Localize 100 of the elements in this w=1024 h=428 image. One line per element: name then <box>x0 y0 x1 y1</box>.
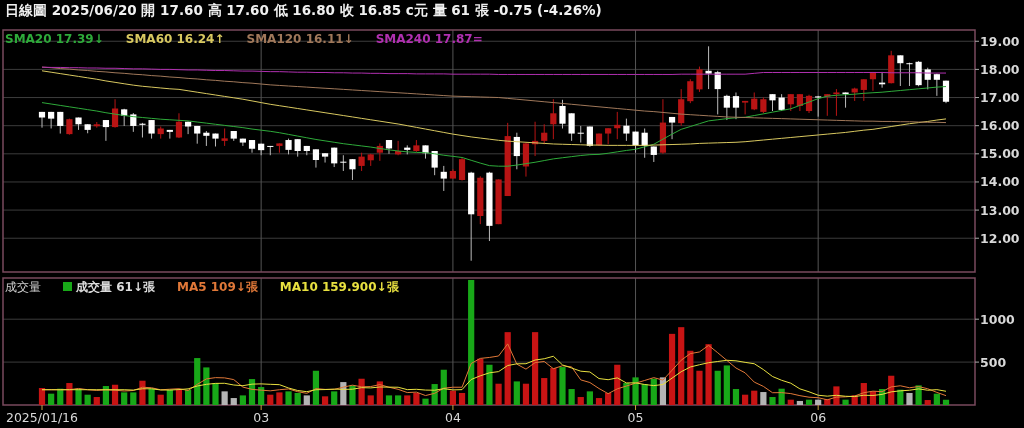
bar <box>550 368 557 405</box>
bar <box>732 389 740 405</box>
candlestick <box>102 119 110 142</box>
candlestick <box>175 112 183 139</box>
candlestick <box>185 120 192 135</box>
bar <box>650 378 657 405</box>
bar <box>175 389 183 405</box>
bar <box>623 383 630 405</box>
bar <box>212 383 219 405</box>
candlestick <box>559 99 566 129</box>
bar <box>404 395 411 405</box>
bar <box>185 389 192 405</box>
candlestick <box>48 111 55 129</box>
bar <box>577 397 584 405</box>
bar <box>285 391 292 405</box>
y-tick-label: 16.00 <box>980 118 1020 134</box>
line-series <box>41 86 947 167</box>
bar <box>842 399 849 405</box>
chart-title: 成交量 <box>5 280 41 294</box>
bar <box>696 370 703 405</box>
bar <box>93 397 100 405</box>
bar <box>924 400 931 405</box>
candlestick <box>148 119 155 140</box>
bar <box>522 383 530 405</box>
candlestick <box>906 62 913 87</box>
candlestick <box>522 142 530 178</box>
candlestick <box>723 94 730 121</box>
bar <box>303 395 310 405</box>
bar <box>367 395 374 405</box>
bar <box>531 332 539 405</box>
candlestick <box>742 100 749 115</box>
bar <box>84 394 91 405</box>
x-tick-label: 03 <box>253 410 270 425</box>
bar <box>221 391 228 405</box>
bar <box>458 392 466 405</box>
candlestick <box>358 152 365 172</box>
candlestick <box>458 156 466 182</box>
candlestick <box>349 158 356 181</box>
candlestick <box>440 165 447 192</box>
candlestick <box>568 112 575 142</box>
bar <box>321 396 329 405</box>
y-tick-label: 17.00 <box>980 90 1020 106</box>
y-tick-label: 18.00 <box>980 61 1020 77</box>
bar <box>541 378 548 405</box>
candlestick <box>732 91 740 120</box>
chart-title: 日線圖 2025/06/20 開 17.60 高 17.60 低 16.80 收 16.85 c元 量 61 張 -0.75 (-4.26%) <box>5 2 602 18</box>
candlestick <box>541 123 548 145</box>
bar <box>486 364 493 405</box>
bar <box>751 390 758 405</box>
bar <box>559 367 566 405</box>
bar <box>230 398 237 405</box>
bar <box>906 392 913 405</box>
bar <box>203 367 210 405</box>
bar <box>723 365 730 405</box>
y-tick-label: 13.00 <box>980 202 1020 218</box>
bar <box>312 370 320 405</box>
bar <box>468 279 475 405</box>
bar <box>687 350 694 405</box>
text: SMA60 16.24↑ <box>125 32 225 46</box>
bar <box>668 333 676 405</box>
candlestick <box>340 154 347 172</box>
x-tick-label: 06 <box>810 410 827 425</box>
candlestick <box>915 60 922 87</box>
bar <box>742 394 749 405</box>
candlestick <box>431 150 438 176</box>
bar <box>385 395 393 405</box>
y-tick-label: 1000 <box>980 311 1016 327</box>
candlestick <box>321 152 329 164</box>
candlestick <box>897 54 904 87</box>
bar <box>760 392 767 405</box>
bar <box>477 358 484 405</box>
candlestick <box>833 88 840 117</box>
bar <box>422 398 429 405</box>
bar <box>294 392 301 405</box>
text: SMA240 17.87= <box>375 32 483 46</box>
bar <box>276 392 283 405</box>
x-tick-label: 2025/01/16 <box>5 410 79 425</box>
candlestick <box>714 70 721 115</box>
bar <box>933 393 940 405</box>
line-series <box>41 355 947 398</box>
candlestick <box>705 45 712 90</box>
candlestick <box>678 88 685 127</box>
bar <box>942 399 950 405</box>
bar <box>641 384 648 405</box>
bar <box>632 377 639 405</box>
candlestick <box>577 125 584 144</box>
candlestick <box>513 132 520 170</box>
y-tick-label: 500 <box>980 354 1007 370</box>
x-tick-label: 05 <box>627 410 644 425</box>
y-tick-label: 19.00 <box>980 33 1020 49</box>
bar <box>449 390 457 405</box>
candlestick <box>623 118 630 142</box>
candlestick <box>605 127 612 145</box>
bar <box>769 397 776 405</box>
bar <box>194 358 201 405</box>
y-tick-label: 15.00 <box>980 146 1020 162</box>
candlestick <box>130 112 137 133</box>
candlestick <box>860 78 867 102</box>
legend-label: 成交量 61↓張 <box>75 280 156 294</box>
candlestick <box>38 111 46 129</box>
